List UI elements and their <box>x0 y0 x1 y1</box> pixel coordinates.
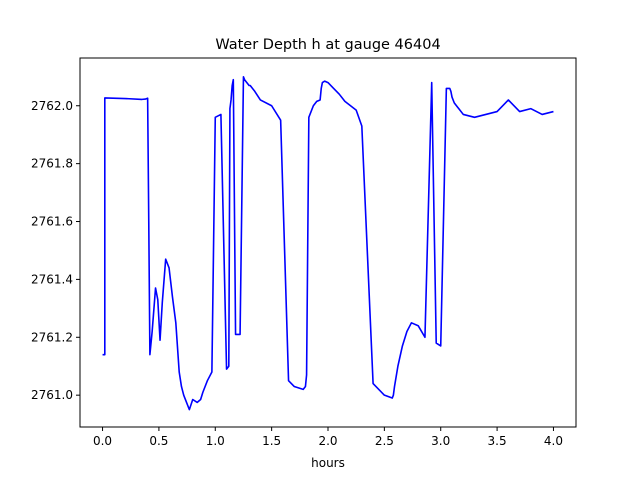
y-tick-label: 2761.8 <box>31 157 73 171</box>
y-tick-label: 2761.6 <box>31 215 73 229</box>
chart-title: Water Depth h at gauge 46404 <box>215 37 440 53</box>
y-tick-label: 2761.4 <box>31 272 73 286</box>
y-tick-label: 2762.0 <box>31 99 73 113</box>
x-tick-label: 2.5 <box>375 434 394 448</box>
x-tick-label: 4.0 <box>544 434 563 448</box>
x-tick-label: 3.0 <box>431 434 450 448</box>
plot-area: 0.0 0.5 1.0 1.5 2.0 2.5 3.0 3.5 4.0 2761.0 2761.2 2… <box>31 57 577 448</box>
x-tick-label: 1.0 <box>206 434 225 448</box>
y-tick-label: 2761.0 <box>31 388 73 402</box>
y-tick-label: 2761.2 <box>31 330 73 344</box>
x-tick-label: 1.5 <box>262 434 281 448</box>
x-axis-label: hours <box>311 456 345 470</box>
x-tick-label: 0.0 <box>93 434 112 448</box>
x-tick-label: 2.0 <box>318 434 337 448</box>
series-line-0 <box>102 76 554 411</box>
x-tick-label: 0.5 <box>149 434 168 448</box>
x-tick-label: 3.5 <box>488 434 507 448</box>
